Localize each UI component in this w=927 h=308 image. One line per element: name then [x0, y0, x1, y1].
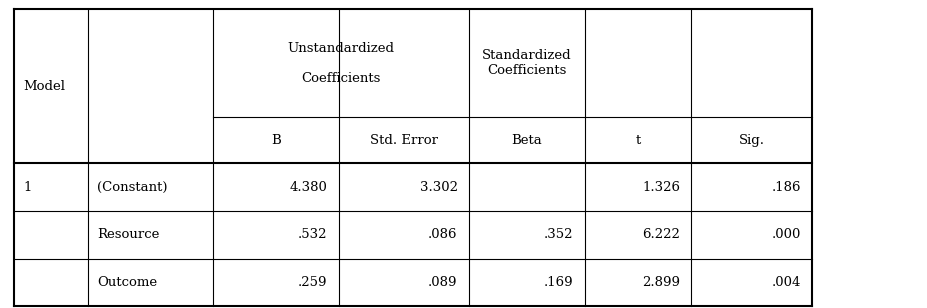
Text: .532: .532 [298, 228, 327, 241]
Text: t: t [635, 134, 640, 147]
Text: .000: .000 [770, 228, 800, 241]
Text: 2.899: 2.899 [641, 276, 679, 289]
Text: 6.222: 6.222 [641, 228, 679, 241]
Text: B: B [271, 134, 281, 147]
Text: .352: .352 [543, 228, 573, 241]
Text: .186: .186 [770, 180, 800, 194]
Text: Outcome: Outcome [97, 276, 158, 289]
Text: Unstandardized

Coefficients: Unstandardized Coefficients [287, 42, 394, 85]
Text: Std. Error: Std. Error [369, 134, 438, 147]
Text: 4.380: 4.380 [289, 180, 327, 194]
Text: .004: .004 [770, 276, 800, 289]
Text: 1: 1 [23, 180, 32, 194]
Text: .259: .259 [298, 276, 327, 289]
Text: .169: .169 [543, 276, 573, 289]
Text: (Constant): (Constant) [97, 180, 168, 194]
Text: Model: Model [23, 80, 65, 93]
Text: .089: .089 [427, 276, 457, 289]
Text: 1.326: 1.326 [641, 180, 679, 194]
Text: Sig.: Sig. [738, 134, 764, 147]
Text: .086: .086 [427, 228, 457, 241]
Text: Beta: Beta [511, 134, 541, 147]
Text: Standardized
Coefficients: Standardized Coefficients [481, 49, 571, 77]
Text: Resource: Resource [97, 228, 159, 241]
Text: 3.302: 3.302 [419, 180, 457, 194]
